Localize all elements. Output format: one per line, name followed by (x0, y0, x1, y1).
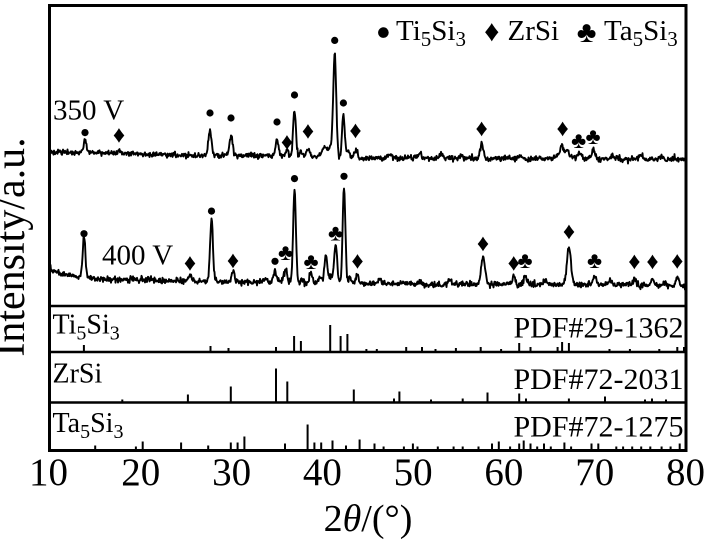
svg-text:♦: ♦ (113, 123, 125, 149)
svg-text:70: 70 (575, 451, 614, 494)
svg-text:♦: ♦ (475, 116, 487, 142)
svg-text:40: 40 (303, 451, 342, 494)
svg-text:Intensity/a.u.: Intensity/a.u. (0, 137, 34, 356)
svg-text:♦: ♦ (351, 248, 363, 274)
svg-text:Ti5​Si3​: Ti5​Si3​ (396, 15, 466, 51)
svg-text:20: 20 (121, 451, 160, 494)
svg-text:♣: ♣ (517, 248, 532, 273)
svg-text:♦: ♦ (184, 251, 196, 277)
svg-text:♣: ♣ (587, 248, 602, 273)
svg-text:♣: ♣ (303, 249, 318, 274)
svg-text:♦: ♦ (556, 116, 568, 142)
svg-text:♦: ♦ (671, 248, 683, 274)
svg-text:♦: ♦ (508, 251, 520, 277)
svg-text:♦: ♦ (349, 118, 361, 144)
svg-text:ZrSi: ZrSi (508, 15, 560, 47)
svg-text:♦: ♦ (227, 248, 239, 274)
svg-text:♣: ♣ (586, 124, 601, 149)
svg-text:♣: ♣ (571, 128, 586, 153)
svg-text:PDF#29-1362: PDF#29-1362 (513, 312, 683, 345)
svg-text:Ta5​Si3​: Ta5​Si3​ (53, 408, 124, 443)
svg-text:50: 50 (394, 451, 433, 494)
svg-text:♣: ♣ (278, 240, 293, 265)
svg-text:30: 30 (212, 451, 251, 494)
svg-text:PDF#72-2031: PDF#72-2031 (513, 363, 683, 396)
svg-text:♦: ♦ (281, 130, 293, 156)
svg-text:♦: ♦ (302, 119, 314, 145)
svg-text:60: 60 (484, 451, 523, 494)
svg-text:80: 80 (666, 451, 705, 494)
svg-text:♦: ♦ (646, 249, 658, 275)
svg-text:10: 10 (29, 451, 68, 494)
svg-text:♦: ♦ (477, 231, 489, 257)
svg-text:Ta5​Si3​: Ta5​Si3​ (604, 15, 678, 51)
svg-text:PDF#72-1275: PDF#72-1275 (513, 411, 683, 444)
svg-text:2θ/(°): 2θ/(°) (324, 498, 413, 540)
svg-text:♦: ♦ (628, 249, 640, 275)
svg-text:ZrSi: ZrSi (53, 359, 103, 390)
svg-text:350 V: 350 V (53, 95, 124, 127)
svg-text:♣: ♣ (577, 16, 597, 49)
svg-text:♦: ♦ (563, 219, 575, 245)
svg-text:♦: ♦ (484, 15, 499, 48)
svg-text:♣: ♣ (328, 221, 343, 246)
svg-text:Ti5​Si3​: Ti5​Si3​ (53, 310, 120, 345)
svg-text:400 V: 400 V (102, 240, 173, 272)
